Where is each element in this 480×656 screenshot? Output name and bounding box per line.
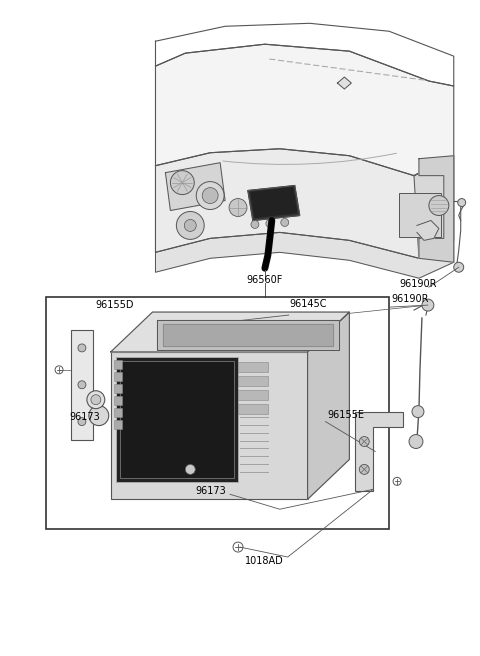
Text: 96173: 96173: [69, 411, 100, 422]
Circle shape: [409, 434, 423, 449]
Polygon shape: [417, 220, 439, 240]
Circle shape: [360, 464, 369, 474]
Polygon shape: [111, 312, 349, 352]
Circle shape: [266, 220, 274, 228]
Polygon shape: [156, 232, 454, 278]
Bar: [114, 360, 122, 369]
Polygon shape: [164, 324, 334, 346]
Polygon shape: [308, 312, 349, 499]
Circle shape: [185, 464, 195, 474]
Text: 96560F: 96560F: [247, 275, 283, 285]
Circle shape: [170, 171, 194, 195]
Bar: [238, 390, 268, 400]
Text: 1018AD: 1018AD: [245, 556, 284, 566]
Text: 96190R: 96190R: [391, 294, 429, 304]
Circle shape: [422, 299, 434, 311]
Circle shape: [251, 220, 259, 228]
Polygon shape: [337, 77, 351, 89]
Bar: [238, 403, 268, 414]
Bar: [114, 407, 122, 417]
Circle shape: [87, 391, 105, 409]
Circle shape: [360, 436, 369, 447]
Bar: [238, 362, 268, 372]
Text: 96145C: 96145C: [290, 299, 327, 309]
Bar: [114, 396, 122, 405]
Circle shape: [196, 182, 224, 209]
Circle shape: [78, 380, 86, 389]
Polygon shape: [166, 163, 225, 211]
Circle shape: [458, 199, 466, 207]
Polygon shape: [355, 412, 403, 491]
Polygon shape: [251, 188, 297, 218]
Bar: [46, 297, 389, 529]
Polygon shape: [414, 155, 454, 258]
Bar: [120, 361, 234, 478]
Circle shape: [412, 405, 424, 418]
Text: 96190R: 96190R: [399, 279, 437, 289]
Polygon shape: [156, 149, 454, 258]
Bar: [399, 193, 441, 237]
Polygon shape: [248, 186, 300, 220]
Polygon shape: [156, 44, 454, 176]
Circle shape: [184, 220, 196, 232]
Circle shape: [78, 344, 86, 352]
Circle shape: [181, 461, 199, 478]
Polygon shape: [419, 155, 454, 262]
Text: 96155D: 96155D: [96, 300, 134, 310]
Bar: [114, 420, 122, 428]
Bar: [71, 330, 93, 440]
Bar: [238, 376, 268, 386]
Circle shape: [176, 211, 204, 239]
Circle shape: [89, 405, 109, 426]
Circle shape: [202, 188, 218, 203]
Circle shape: [281, 218, 288, 226]
Bar: [116, 357, 238, 482]
Circle shape: [91, 395, 101, 405]
Bar: [111, 352, 308, 499]
Bar: [114, 372, 122, 380]
Circle shape: [429, 195, 449, 215]
Text: 96173: 96173: [195, 486, 226, 497]
Bar: [114, 384, 122, 393]
Circle shape: [454, 262, 464, 272]
Circle shape: [78, 418, 86, 426]
Text: 96155E: 96155E: [327, 409, 364, 420]
Polygon shape: [157, 320, 339, 350]
Circle shape: [229, 199, 247, 216]
